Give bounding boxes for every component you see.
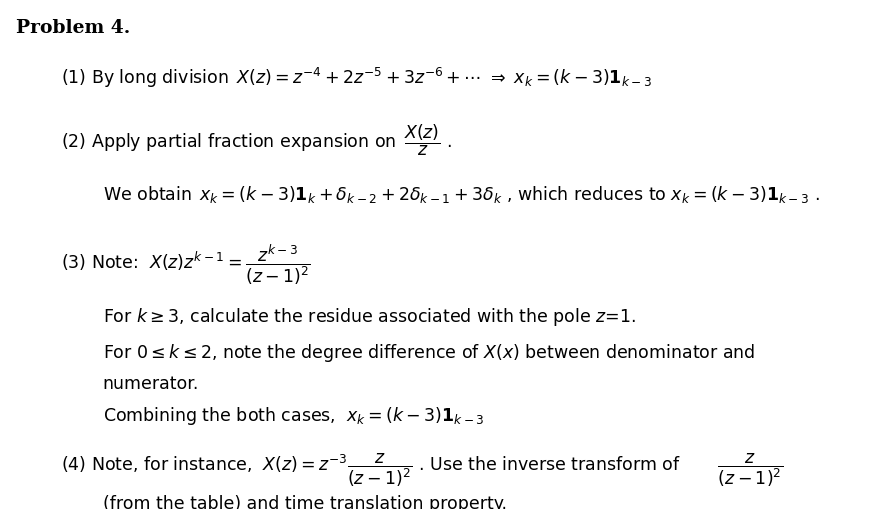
Text: Combining the both cases,  $x_k = (k-3)\mathbf{1}_{k-3}$: Combining the both cases, $x_k = (k-3)\m… [103, 405, 484, 427]
Text: (3) Note:  $X(z)z^{k-1} = \dfrac{z^{k-3}}{(z-1)^2}$: (3) Note: $X(z)z^{k-1} = \dfrac{z^{k-3}}… [61, 242, 311, 287]
Text: (4) Note, for instance,  $X(z) = z^{-3}\dfrac{z}{(z-1)^2}$ . Use the inverse tra: (4) Note, for instance, $X(z) = z^{-3}\d… [61, 450, 783, 488]
Text: (from the table) and time translation property.: (from the table) and time translation pr… [103, 494, 506, 509]
Text: (1) By long division $\,X(z) = z^{-4} + 2z^{-5} + 3z^{-6} + \cdots \ \Rightarrow: (1) By long division $\,X(z) = z^{-4} + … [61, 66, 652, 90]
Text: (2) Apply partial fraction expansion on $\,\dfrac{X(z)}{z}$ .: (2) Apply partial fraction expansion on … [61, 122, 452, 157]
Text: numerator.: numerator. [103, 374, 199, 392]
Text: We obtain $\,x_k = (k-3)\mathbf{1}_k + \delta_{k-2} + 2\delta_{k-1} + 3\delta_k$: We obtain $\,x_k = (k-3)\mathbf{1}_k + \… [103, 183, 820, 204]
Text: For $0 \leq k \leq 2$, note the degree difference of $X(x)$ between denominator : For $0 \leq k \leq 2$, note the degree d… [103, 341, 755, 363]
Text: Problem 4.: Problem 4. [16, 19, 130, 37]
Text: For $k \geq 3$, calculate the residue associated with the pole $z$=1.: For $k \geq 3$, calculate the residue as… [103, 305, 636, 327]
